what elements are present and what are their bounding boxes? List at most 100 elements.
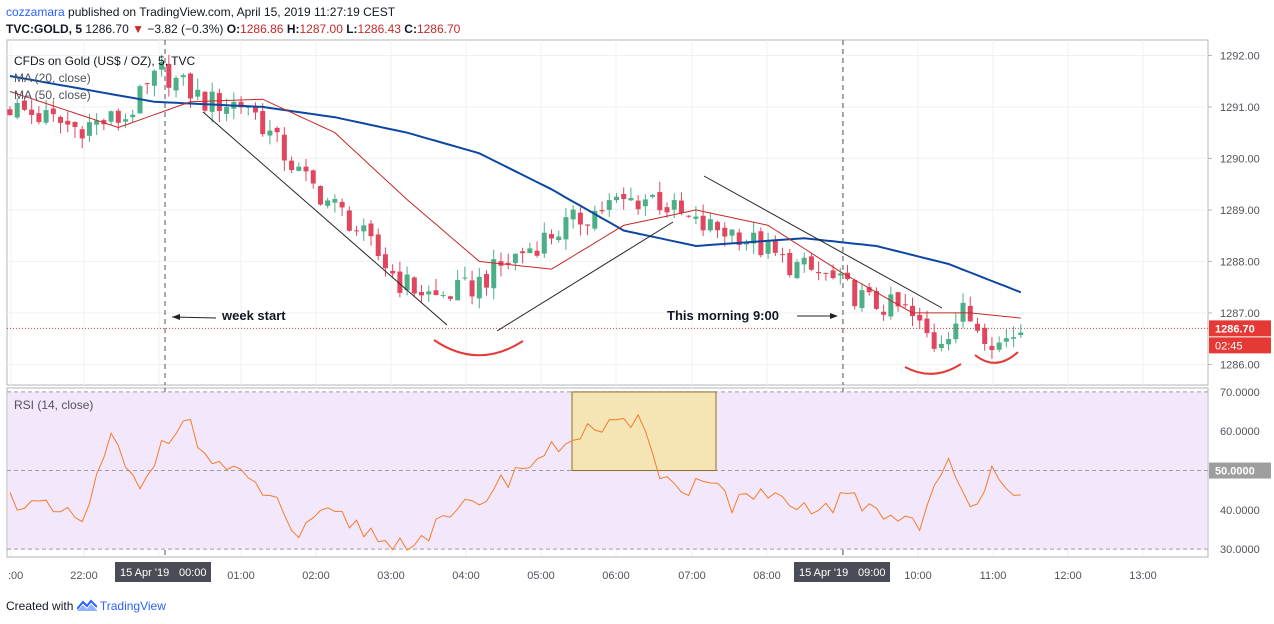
time-tick-label: 13:00 [1129, 570, 1157, 582]
price-tick-label: 1291.00 [1220, 102, 1260, 114]
candle-body [382, 254, 388, 269]
candle-body [317, 186, 323, 205]
candle-body [159, 61, 165, 70]
candle-body [390, 270, 396, 274]
close-label: C: [404, 22, 417, 36]
candle-body [924, 318, 930, 334]
price-axis[interactable]: 1292.00 1291.00 1290.00 1289.00 1288.00 1287.… [1208, 50, 1271, 556]
price-tick-label: 1290.00 [1220, 153, 1260, 165]
candle-body [79, 129, 85, 139]
price-tick-label: 1289.00 [1220, 205, 1260, 217]
candle-body [996, 342, 1002, 350]
candle-body [267, 130, 273, 136]
candle-body [772, 240, 778, 253]
publish-line: cozzamara published on TradingView.com, … [6, 5, 395, 19]
candle-body [512, 253, 518, 264]
time-tick-label: 07:00 [678, 570, 706, 582]
candle-body [411, 277, 417, 294]
tradingview-link[interactable]: TradingView [99, 599, 166, 613]
down-arrow-icon: ▼ [132, 22, 144, 36]
candle-body [65, 120, 71, 125]
candle-body [974, 323, 980, 331]
candle-body [527, 248, 533, 254]
candle-body [982, 327, 988, 345]
author-link[interactable]: cozzamara [6, 5, 65, 19]
rsi-highlight-box [571, 391, 717, 472]
candle-body [563, 217, 569, 240]
candle-body [881, 311, 887, 315]
countdown-badge [1209, 337, 1271, 354]
legend-ma20: MA (20, close) [14, 71, 91, 85]
candle-body [130, 114, 136, 118]
price-pane[interactable]: week start This morning 9:00 [7, 54, 1208, 375]
candle-body [917, 314, 923, 321]
time-tick-label: 08:00 [753, 570, 781, 582]
candle-body [43, 110, 49, 123]
candle-body [967, 305, 973, 322]
date-badge-time: 00:00 [179, 567, 207, 579]
candle-body [303, 166, 309, 172]
candle-body [14, 103, 20, 118]
candle-body [94, 120, 100, 125]
candle-body [188, 73, 193, 99]
candle-body [108, 111, 114, 122]
price-tick-label: 1287.00 [1220, 308, 1260, 320]
candle-body [151, 70, 157, 86]
candle-body [50, 108, 56, 115]
candle-body [455, 279, 461, 301]
rsi-tick-label: 60.0000 [1220, 426, 1260, 438]
candle-body [252, 106, 258, 113]
candle-body [541, 232, 547, 254]
current-price-label: 1286.70 [1215, 323, 1255, 335]
candle-body [613, 196, 619, 201]
bottom-arc [974, 351, 1019, 364]
candle-body [173, 77, 179, 91]
low-value: 1286.43 [357, 22, 401, 36]
candle-body [520, 251, 526, 254]
candle-body [144, 83, 150, 85]
legends: CFDs on Gold (US$ / OZ), 5, TVC MA (20, c… [14, 54, 195, 412]
rsi-pane[interactable] [9, 391, 1021, 551]
bottom-arc [904, 363, 962, 375]
arrow-head-icon [172, 314, 180, 320]
candle-body [729, 229, 735, 236]
date-badge [115, 562, 211, 582]
candle-body [72, 121, 78, 127]
candle-body [195, 89, 201, 97]
candle-body [946, 338, 952, 345]
candle-body [650, 194, 656, 197]
candle-body [902, 304, 908, 306]
time-tick-label: 11:00 [980, 570, 1007, 582]
candle-body [7, 109, 13, 116]
annotation-week-start: week start [221, 308, 286, 323]
high-value: 1287.00 [299, 22, 343, 36]
candle-body [433, 290, 439, 296]
date-badge-label: 15 Apr '19 [799, 567, 848, 579]
candle-body [209, 91, 215, 112]
chart-title: CFDs on Gold (US$ / OZ), 5, TVC [14, 54, 195, 68]
candle-body [115, 110, 121, 123]
candle-body [787, 252, 793, 276]
arrow-head-icon [830, 313, 838, 319]
trend-line [202, 111, 448, 326]
high-label: H: [286, 22, 300, 36]
open-label: O: [226, 22, 241, 36]
date-badge-label: 15 Apr '19 [120, 567, 169, 579]
candle-body [960, 302, 966, 322]
time-tick-label: 03:00 [377, 570, 405, 582]
candle-body [58, 116, 64, 123]
candle-body [628, 197, 634, 201]
time-axis[interactable]: :00 22:00 01:00 02:00 03:00 04:00 05:00 06:00 07… [7, 556, 1208, 582]
candle-body [592, 210, 598, 229]
candle-body [931, 332, 937, 349]
time-tick-label: 22:00 [70, 570, 98, 582]
candle-body [910, 305, 915, 317]
time-tick-label: 05:00 [527, 570, 555, 582]
candle-body [549, 234, 554, 239]
candle-body [404, 274, 410, 291]
low-label: L: [346, 22, 358, 36]
candle-body [505, 262, 511, 264]
candle-body [86, 122, 92, 136]
candle-body [823, 272, 829, 274]
